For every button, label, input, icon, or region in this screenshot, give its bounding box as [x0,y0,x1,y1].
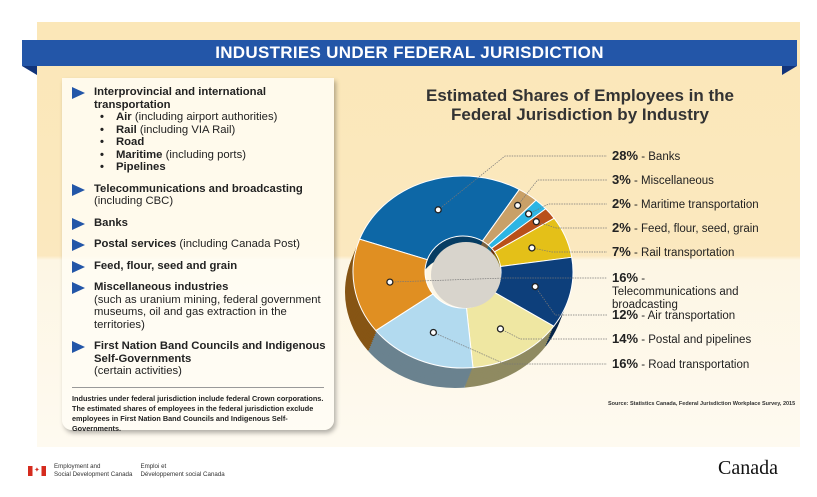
legend-percent: 14% [612,331,639,346]
dept-name-en: Employment and [54,463,101,470]
legend-category: Telecommunications and broadcasting [612,286,739,311]
donut-slice-banks [358,175,521,261]
industry-detail: (including Canada Post) [176,238,300,250]
dept-name-fr: Emploi et [140,463,167,470]
legend-label: 12% - Air transportation [612,307,736,322]
sub-item: Air (including airport authorities) [100,111,334,124]
sub-item: Road [100,136,334,149]
legend-category: Maritime transportation [641,199,759,211]
legend-percent: 3% [612,172,631,187]
industry-item: Banks [72,217,334,230]
industry-item: First Nation Band Councils and Indigenou… [72,340,334,378]
industry-name: Telecommunications and broadcasting [94,182,303,195]
legend-percent: 2% [612,196,631,211]
leader-line [389,277,607,283]
legend-label: 7% - Rail transportation [612,244,735,259]
arrow-bullet-icon [72,87,85,99]
leader-line [531,247,607,253]
arrow-bullet-icon [72,183,85,196]
leader-line [528,203,607,215]
legend-category: Feed, flour, seed, grain [641,223,759,235]
industry-detail: (including CBC) [94,195,174,207]
industry-item: Telecommunications and broadcasting (incl… [72,183,334,208]
banner-title: INDUSTRIES UNDER FEDERAL JURISDICTION [22,40,797,75]
arrow-bullet-icon [72,282,85,294]
slice-marker [386,278,394,286]
industries-panel: Interprovincial and international transp… [62,78,334,433]
slice-marker [434,206,442,214]
industry-item: Feed, flour, seed and grain [72,260,334,273]
industry-name: Banks [94,216,128,229]
legend-label: 2% - Feed, flour, seed, grain [612,220,759,235]
slice-marker [429,328,438,337]
legend-label: 14% - Postal and pipelines [612,331,752,346]
legend-category: Air transportation [647,310,736,322]
slice-marker [528,244,536,252]
department-signature: ✦ Employment and Social Development Canad… [28,463,225,479]
leader-line [517,179,607,206]
legend-label: 2% - Maritime transportation [612,196,759,211]
industry-name: Miscellaneous industries [94,281,229,293]
donut-hole [431,242,501,308]
industry-detail: (certain activities) [94,365,182,377]
industry-item: Interprovincial and international transp… [72,86,334,174]
legend-category: Banks [648,151,681,163]
legend-label: 28% - Banks [612,148,681,163]
leader-line [500,328,607,340]
legend-category: Rail transportation [641,247,735,259]
industry-item: Postal services (including Canada Post) [72,238,334,251]
industry-name: Feed, flour, seed and grain [94,259,238,272]
donut-slice-telecommunications-and-broadcasting [352,238,434,332]
slice-marker [532,218,540,226]
arrow-bullet-icon [72,217,85,230]
legend-percent: 12% [612,307,639,322]
legend-label: 3% - Miscellaneous [612,172,714,187]
legend-category: Postal and pipelines [648,334,752,346]
industry-name: Interprovincial and international transp… [94,86,266,111]
industry-item: Miscellaneous industries (such as uranium… [72,281,334,331]
leader-line [536,221,607,229]
legend-label: 16% - Telecommunications and broadcastin… [612,270,739,311]
donut-slice-road-transportation [375,293,474,369]
arrow-bullet-icon [72,260,85,273]
chart-title: Estimated Shares of Employees in the Fed… [426,86,734,124]
leader-line [433,332,607,365]
legend-percent: 2% [612,220,631,235]
dept-name-fr-2: Développement social Canada [140,471,225,478]
industry-name: Postal services [94,238,177,250]
legend-percent: 7% [612,244,631,259]
sub-item: Pipelines [100,161,334,174]
legend-label: 16% - Road transportation [612,356,750,371]
slice-marker [496,325,505,333]
leader-line [437,155,607,211]
canada-wordmark: Canada [718,457,778,479]
sub-item: Rail (including VIA Rail) [100,124,334,137]
sub-item: Maritime (including ports) [100,149,334,162]
industry-name: First Nation Band Councils and Indigenou… [94,340,326,365]
legend-category: Miscellaneous [641,175,714,187]
legend-category: Road transportation [648,359,750,371]
dept-name-en-2: Social Development Canada [54,471,133,478]
slice-marker [513,201,522,210]
industry-detail: (such as uranium mining, federal governm… [94,293,321,331]
arrow-bullet-icon [72,239,85,251]
legend-percent: 28% [612,148,639,163]
chart-source: Source: Statistics Canada, Federal Juris… [608,401,796,407]
legend-percent: 16% [612,356,639,371]
slice-marker [531,282,539,291]
arrow-bullet-icon [72,341,85,353]
legend-percent: 16% [612,270,639,285]
footnote: Industries under federal jurisdiction in… [72,386,324,434]
slice-marker [524,210,533,218]
canada-flag-icon: ✦ [28,466,46,476]
